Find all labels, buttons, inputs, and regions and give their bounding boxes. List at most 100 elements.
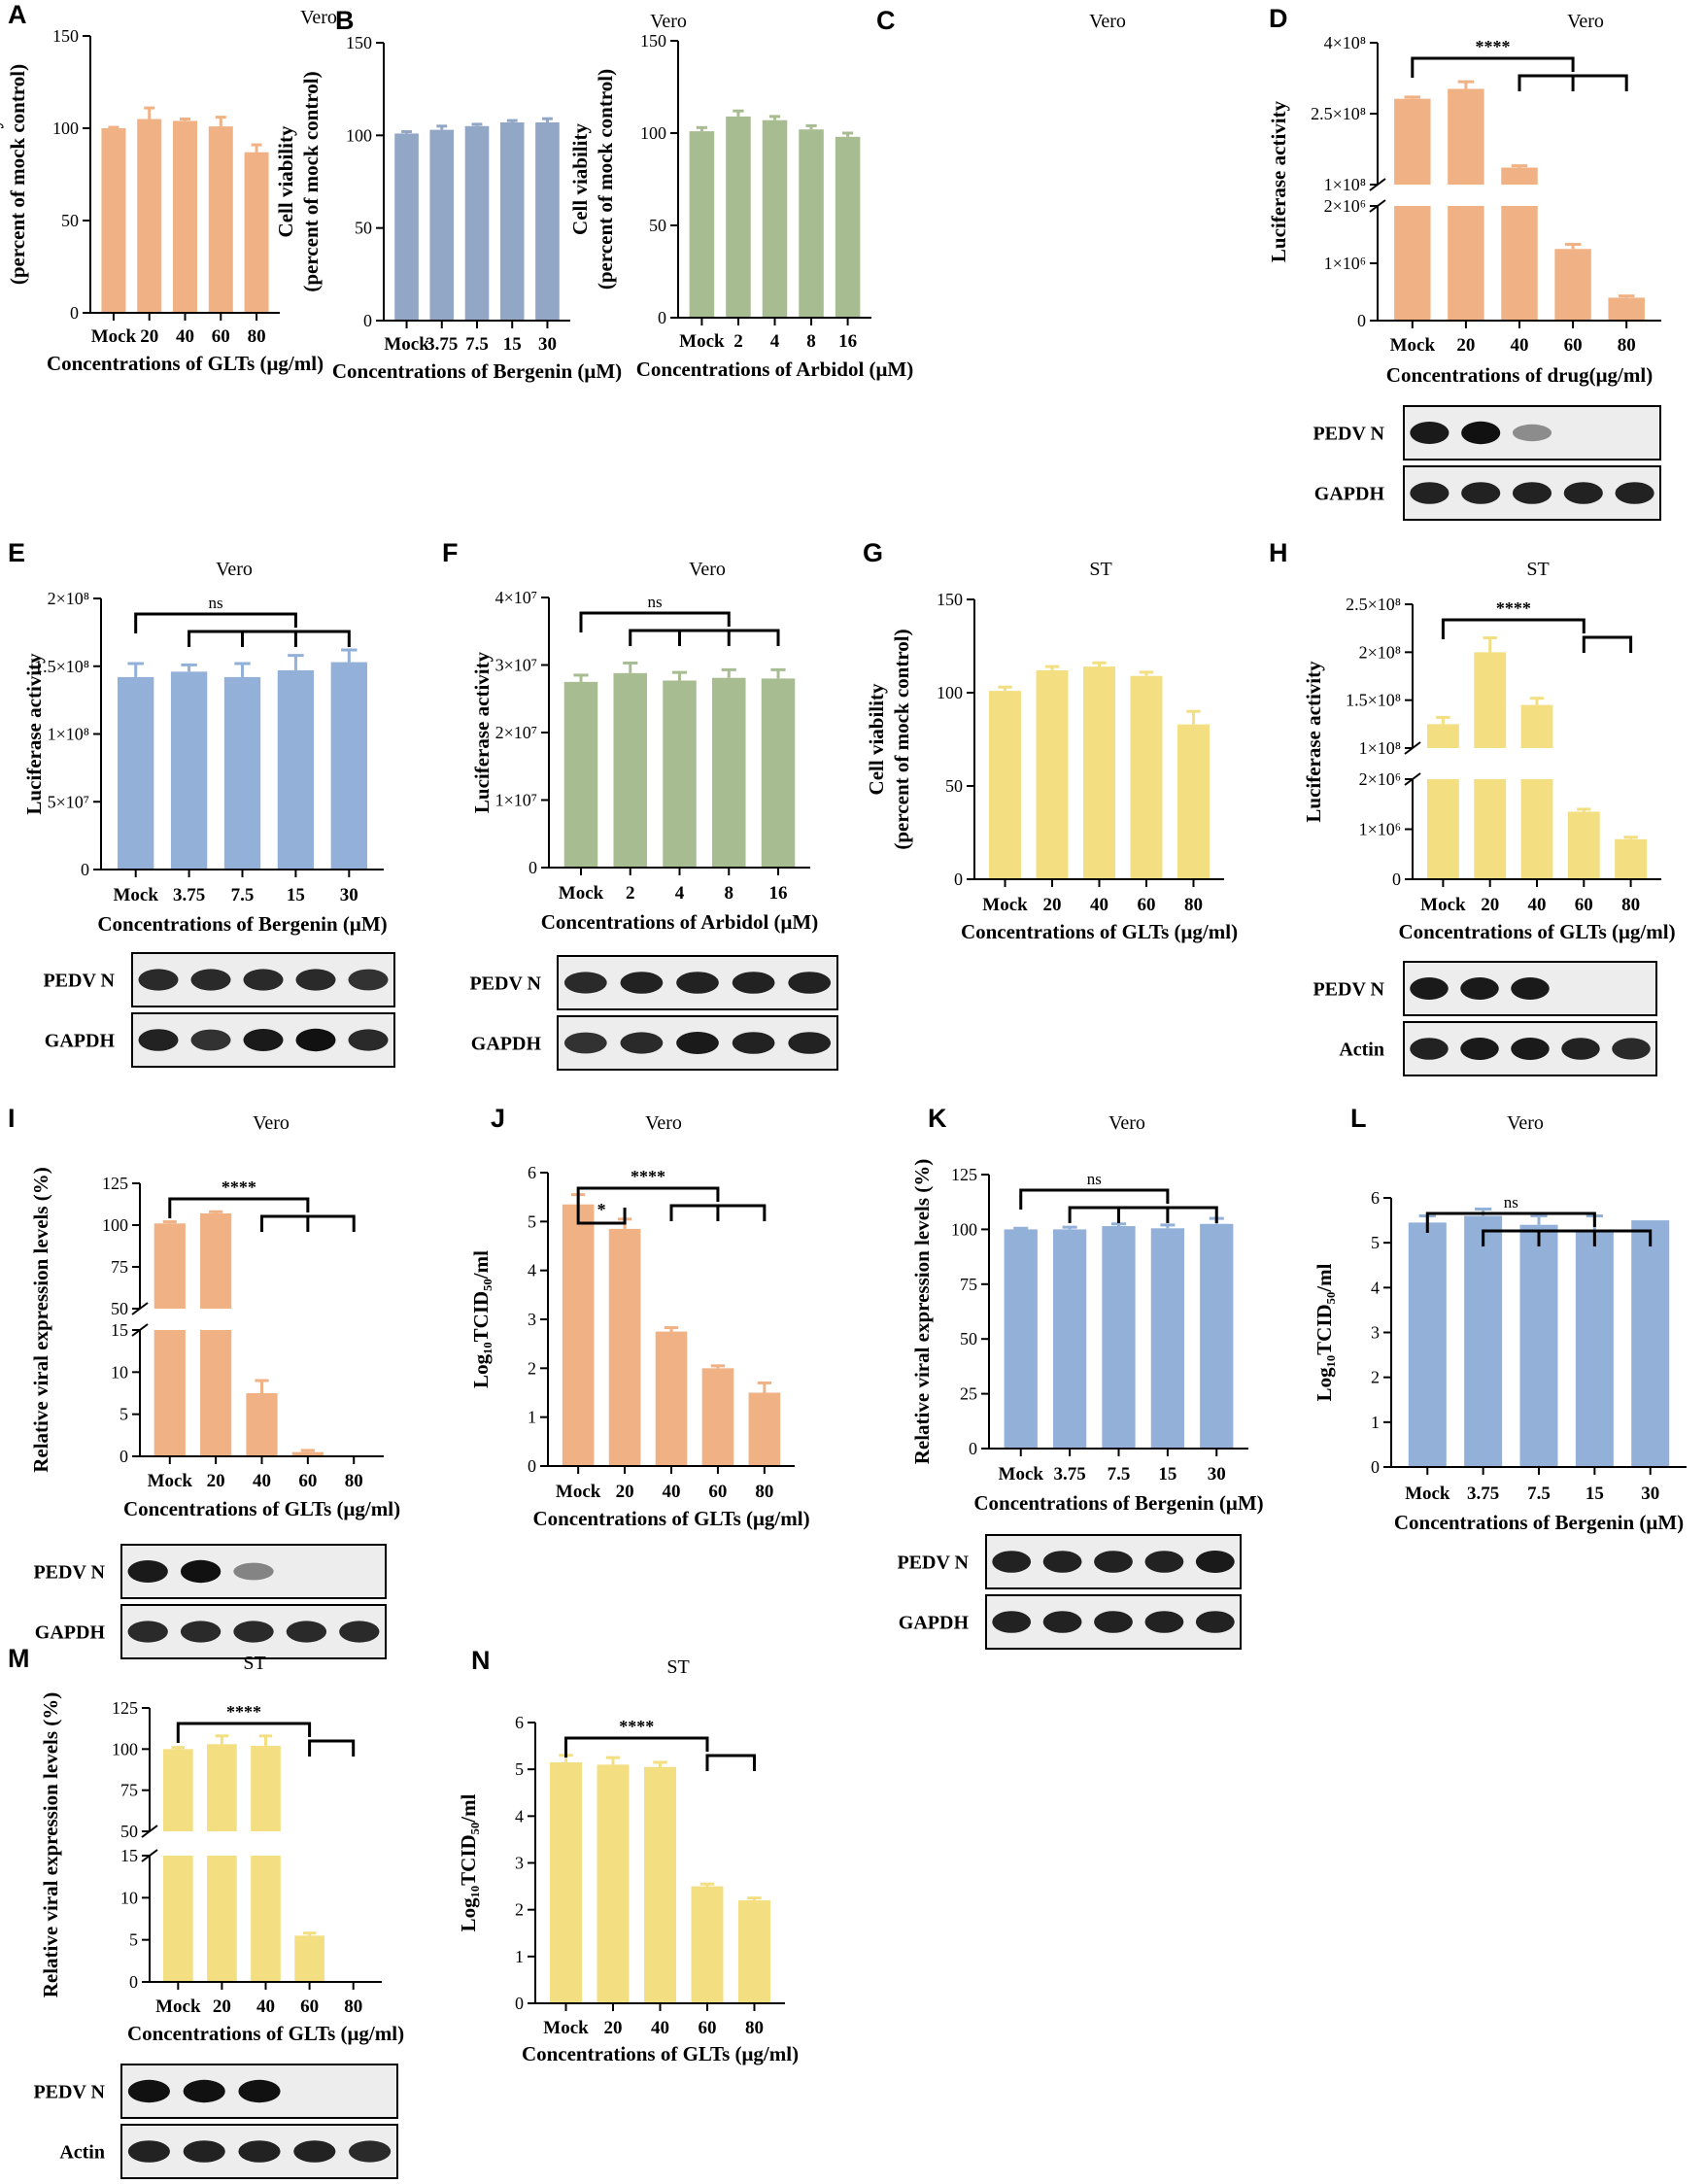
y-tick-label: 0 xyxy=(1371,1457,1380,1477)
bracket-line xyxy=(176,1722,312,1743)
bracket-line xyxy=(1019,1188,1170,1210)
x-tick-label: Mock xyxy=(91,326,137,347)
bracket-line xyxy=(1425,1211,1596,1233)
y-tick-label: 2.5×10⁸ xyxy=(1346,595,1401,614)
y-tick-label: 6 xyxy=(515,1713,524,1732)
western-blot-0: PEDV N xyxy=(33,2064,398,2119)
cell-line-title: ST xyxy=(243,1653,265,1674)
y-axis-label: Relative viral expression levels (%) xyxy=(910,1159,934,1465)
bracket-line xyxy=(564,1736,709,1757)
bar xyxy=(1036,669,1069,879)
y-tick-label: 125 xyxy=(112,1698,138,1718)
x-tick-label: Mock xyxy=(559,883,604,904)
bracket-line xyxy=(705,1754,756,1771)
blot-band xyxy=(295,1028,336,1052)
blot-band xyxy=(1042,1611,1082,1633)
bar xyxy=(563,681,598,868)
bar xyxy=(294,1935,324,1982)
y-axis-label: Log₁₀TCID₅₀/ml xyxy=(457,1793,480,1931)
western-blot-1: Actin xyxy=(59,2124,398,2179)
bar xyxy=(613,672,648,868)
bar xyxy=(689,131,715,318)
bracket-line xyxy=(579,611,731,632)
x-tick-label: 2 xyxy=(626,883,635,904)
x-axis-label: Concentrations of Bergenin (μM) xyxy=(1394,1511,1684,1534)
bracket-line xyxy=(308,1739,356,1757)
blot-band xyxy=(1460,1038,1499,1060)
blot-band xyxy=(233,1562,274,1581)
blot-band xyxy=(349,2140,392,2163)
blot-band xyxy=(286,1621,327,1643)
significance-label: ns xyxy=(1087,1170,1102,1188)
y-tick-label: 1×10⁸ xyxy=(48,725,89,744)
western-blot-0: PEDV N xyxy=(1313,405,1661,461)
y-axis-label: Relative viral expression levels (%) xyxy=(29,1167,52,1473)
blot-band xyxy=(295,969,336,991)
x-tick-label: 30 xyxy=(340,885,358,905)
y-tick-label: 50 xyxy=(61,211,79,230)
western-blot-0: PEDV N xyxy=(897,1534,1242,1589)
panel-label: F xyxy=(442,538,459,567)
bracket-line xyxy=(576,1208,627,1225)
cell-line-title: Vero xyxy=(216,559,253,580)
y-tick-label: 4 xyxy=(1371,1278,1380,1297)
y-tick-label: 5 xyxy=(515,1759,524,1779)
significance-bracket: **** xyxy=(168,1177,356,1232)
cell-line-title: ST xyxy=(1089,559,1111,580)
x-tick-label: Mock xyxy=(1420,895,1466,915)
x-tick-label: 40 xyxy=(651,2018,669,2038)
x-tick-label: 80 xyxy=(345,1471,363,1491)
panel-label: E xyxy=(8,538,25,567)
panel-E: E Vero 0 5×10⁷ 1×10⁸ 1.5×10⁸ 2×10⁸ Mock 3.75 7.5 1… xyxy=(8,538,395,1068)
bar xyxy=(1615,838,1648,879)
y-axis-label: Cell viability xyxy=(274,125,297,237)
bar xyxy=(464,125,490,321)
bar xyxy=(223,676,261,870)
bar xyxy=(1567,811,1600,879)
x-axis-label: Concentrations of GLTs (μg/ml) xyxy=(123,1497,400,1520)
x-tick-label: Mock xyxy=(543,2018,589,2038)
bar xyxy=(330,662,367,870)
panel-L: L Vero 0 1 2 3 4 5 6 Mock 3.75 7.5 15 30 Concentration… xyxy=(1313,1104,1687,1534)
bracket-line xyxy=(1582,635,1633,653)
significance-label: ns xyxy=(648,593,663,611)
blot-band xyxy=(1460,977,1499,1000)
x-tick-label: Mock xyxy=(556,1482,601,1502)
bracket-line xyxy=(168,1197,310,1218)
y-tick-label: 3 xyxy=(528,1310,536,1329)
x-tick-label: 30 xyxy=(1208,1464,1226,1484)
blot-band xyxy=(1410,482,1449,504)
panel-M: M ST 0 5 10 15 50 75 100 125 Mock 20 40 60 80 Concentra… xyxy=(8,1644,404,2179)
blot-band xyxy=(620,1032,664,1054)
y-tick-label: 2.5×10⁸ xyxy=(1311,104,1366,123)
x-axis-label: Concentrations of drug(μg/ml) xyxy=(1386,363,1653,387)
y-tick-label: 4 xyxy=(515,1806,524,1826)
bar xyxy=(499,121,525,321)
significance-label: **** xyxy=(631,1167,665,1186)
x-axis-label: Concentrations of GLTs (μg/ml) xyxy=(1398,920,1675,943)
cell-line-title: Vero xyxy=(1507,1112,1544,1134)
blot-band xyxy=(992,1551,1032,1573)
western-blot-0: PEDV N xyxy=(469,955,838,1010)
blot-band xyxy=(732,972,775,994)
x-tick-label: 16 xyxy=(838,331,857,352)
bar xyxy=(118,676,154,870)
y-tick-label: 10 xyxy=(120,1888,138,1907)
significance-bracket: ns xyxy=(1019,1170,1218,1223)
y-tick-label: 1 xyxy=(528,1408,536,1427)
blot-band xyxy=(1511,1038,1550,1060)
x-axis-label: Concentrations of Bergenin (μM) xyxy=(973,1491,1263,1515)
bar xyxy=(748,1392,781,1466)
bar xyxy=(291,1451,324,1456)
bar xyxy=(172,120,198,314)
blot-band xyxy=(190,1029,231,1051)
bar xyxy=(737,1900,770,2003)
x-tick-label: Mock xyxy=(113,885,158,905)
x-tick-label: 15 xyxy=(287,885,305,905)
panel-label: D xyxy=(1269,4,1288,33)
western-blot-1: GAPDH xyxy=(471,1015,838,1071)
bar xyxy=(1176,724,1210,879)
x-tick-label: 8 xyxy=(725,883,734,904)
